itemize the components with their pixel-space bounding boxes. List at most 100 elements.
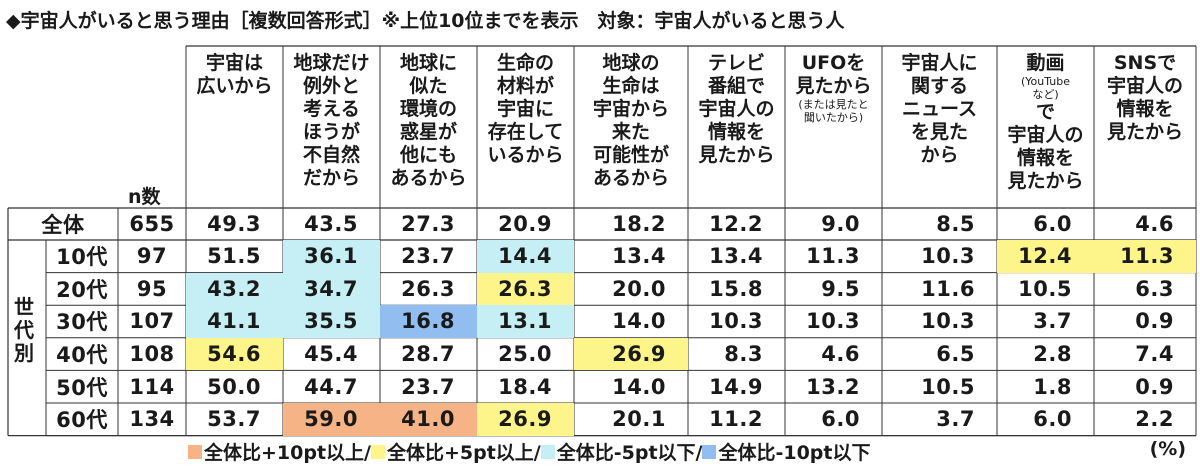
value-cell: 13.4 (709, 244, 763, 269)
value-cell: 6.0 (821, 407, 860, 432)
value-cell: 43.2 (186, 272, 283, 306)
legend-swatch (370, 444, 385, 459)
value-cell: 44.7 (304, 374, 358, 399)
column-header-line: 宇宙に (496, 98, 554, 120)
column-header-line: (または見たと (798, 98, 869, 111)
column-header-line: 生命の (496, 52, 554, 74)
column-header-line: だから (302, 167, 360, 189)
value-cell: 10.5 (921, 374, 975, 399)
column-header-line: 見たから (795, 75, 872, 97)
value-cell: 7.4 (1135, 342, 1174, 367)
column-header-line: 広いから (196, 75, 273, 97)
value-cell: 23.7 (401, 244, 455, 269)
value-cell: 0.9 (1135, 309, 1174, 334)
column-header: 宇宙人に 関する ニュース を見た から (882, 46, 997, 208)
value-cell: 9.5 (821, 276, 860, 301)
value-cell: 26.3 (401, 276, 455, 301)
side-label-char: 世 (14, 295, 34, 319)
row-label: 全体 (41, 213, 85, 237)
legend-swatch (188, 444, 202, 459)
value-cell: 0.9 (1135, 374, 1174, 399)
value-cell: 6.0 (1033, 212, 1072, 236)
column-header-line: 存在して (487, 121, 564, 143)
column-header-line: から (920, 144, 959, 166)
column-header-line: 例外と (302, 75, 360, 97)
row-label: 30代 (56, 310, 108, 335)
value-cell: 12.2 (709, 212, 763, 236)
column-header-line: 生命は (602, 75, 660, 97)
column-header-line: 宇宙人の (1007, 124, 1084, 146)
row-label: 60代 (56, 408, 108, 433)
column-header-line: 見たから (698, 144, 775, 166)
column-header-line: 情報を (1016, 147, 1074, 169)
value-cell: 9.0 (821, 212, 860, 236)
value-cell: 2.8 (1033, 342, 1072, 367)
value-cell: 14.9 (709, 374, 763, 399)
value-cell: 50.0 (207, 374, 261, 399)
column-header-line: で (1035, 101, 1055, 123)
value-cell: 11.3 (1094, 240, 1196, 273)
column-header-line: UFOを (801, 52, 866, 74)
column-header: SNSで 宇宙人の 情報を 見たから (1094, 46, 1196, 208)
value-cell: 35.5 (283, 305, 380, 338)
value-cell: 16.8 (380, 305, 477, 338)
column-header: UFOを 見たから (または見たと 聞いたから) (785, 46, 882, 208)
value-cell: 13.2 (806, 374, 860, 399)
column-header: 地球の 生命は 宇宙から 来た 可能性が あるから (574, 46, 688, 208)
value-cell: 6.0 (1033, 407, 1072, 432)
row-label: 10代 (56, 245, 108, 270)
page-title: ◆宇宙人がいると思う理由［複数回答形式］※上位10位までを表示 対象：宇宙人がい… (6, 10, 845, 32)
column-header-line: 情報を (707, 121, 765, 143)
value-cell: 27.3 (401, 212, 455, 236)
column-header: 動画 (YouTube など) で宇宙人の 情報を 見たから (997, 46, 1094, 208)
legend-swatch (702, 444, 717, 459)
row-n-value: 114 (129, 374, 175, 399)
side-label-char: 代 (14, 318, 34, 342)
value-cell: 51.5 (207, 244, 261, 269)
value-cell: 1.8 (1033, 374, 1072, 399)
generation-group-label: 世 代 別 (10, 296, 38, 365)
column-header-line: 来た (611, 121, 650, 143)
legend-item: 全体比-10pt以下 (702, 438, 871, 465)
legend-label: 全体比-10pt以下 (718, 442, 871, 464)
column-header-line: 宇宙は (205, 52, 263, 74)
value-cell: 10.3 (806, 309, 860, 334)
value-cell: 12.4 (997, 240, 1094, 273)
value-cell: 6.5 (936, 342, 975, 367)
column-header-line: ニュース (901, 98, 978, 120)
column-header-line: 宇宙人の (698, 98, 775, 120)
column-header-line: 不自然 (302, 144, 360, 166)
column-header-line: SNSで (1113, 52, 1177, 74)
column-header-line: 宇宙人に (901, 52, 978, 74)
value-cell: 4.6 (821, 342, 860, 367)
row-label: 20代 (56, 277, 108, 302)
value-cell: 14.4 (477, 240, 574, 273)
column-header-line: 宇宙人の (1106, 75, 1183, 97)
row-n-value: 655 (129, 212, 175, 236)
value-cell: 34.7 (283, 272, 380, 306)
n-column-header: n数 (128, 186, 161, 208)
value-cell: 10.5 (1018, 276, 1072, 301)
value-cell: 45.4 (304, 342, 358, 367)
unit-label: (%) (1149, 438, 1186, 460)
value-cell: 8.5 (936, 212, 975, 236)
column-header-line: (YouTube (1020, 75, 1071, 88)
value-cell: 53.7 (207, 407, 261, 432)
value-cell: 49.3 (207, 212, 261, 236)
value-cell: 26.9 (477, 403, 574, 436)
value-cell: 3.7 (1033, 309, 1072, 334)
column-header-line: あるから (592, 167, 669, 189)
value-cell: 6.3 (1135, 276, 1174, 301)
value-cell: 20.0 (612, 276, 666, 301)
legend-item: 全体比+10pt以上/ (188, 438, 371, 465)
value-cell: 18.2 (612, 212, 666, 236)
value-cell: 54.6 (186, 337, 283, 371)
value-cell: 13.4 (612, 244, 666, 269)
column-header-line: 番組で (707, 75, 765, 97)
column-header: 地球だけ 例外と 考える ほうが 不自然 だから (283, 46, 380, 208)
column-header-line: 地球の (602, 52, 660, 74)
row-n-value: 97 (136, 244, 168, 269)
value-cell: 41.0 (380, 403, 477, 436)
value-cell: 10.3 (921, 309, 975, 334)
